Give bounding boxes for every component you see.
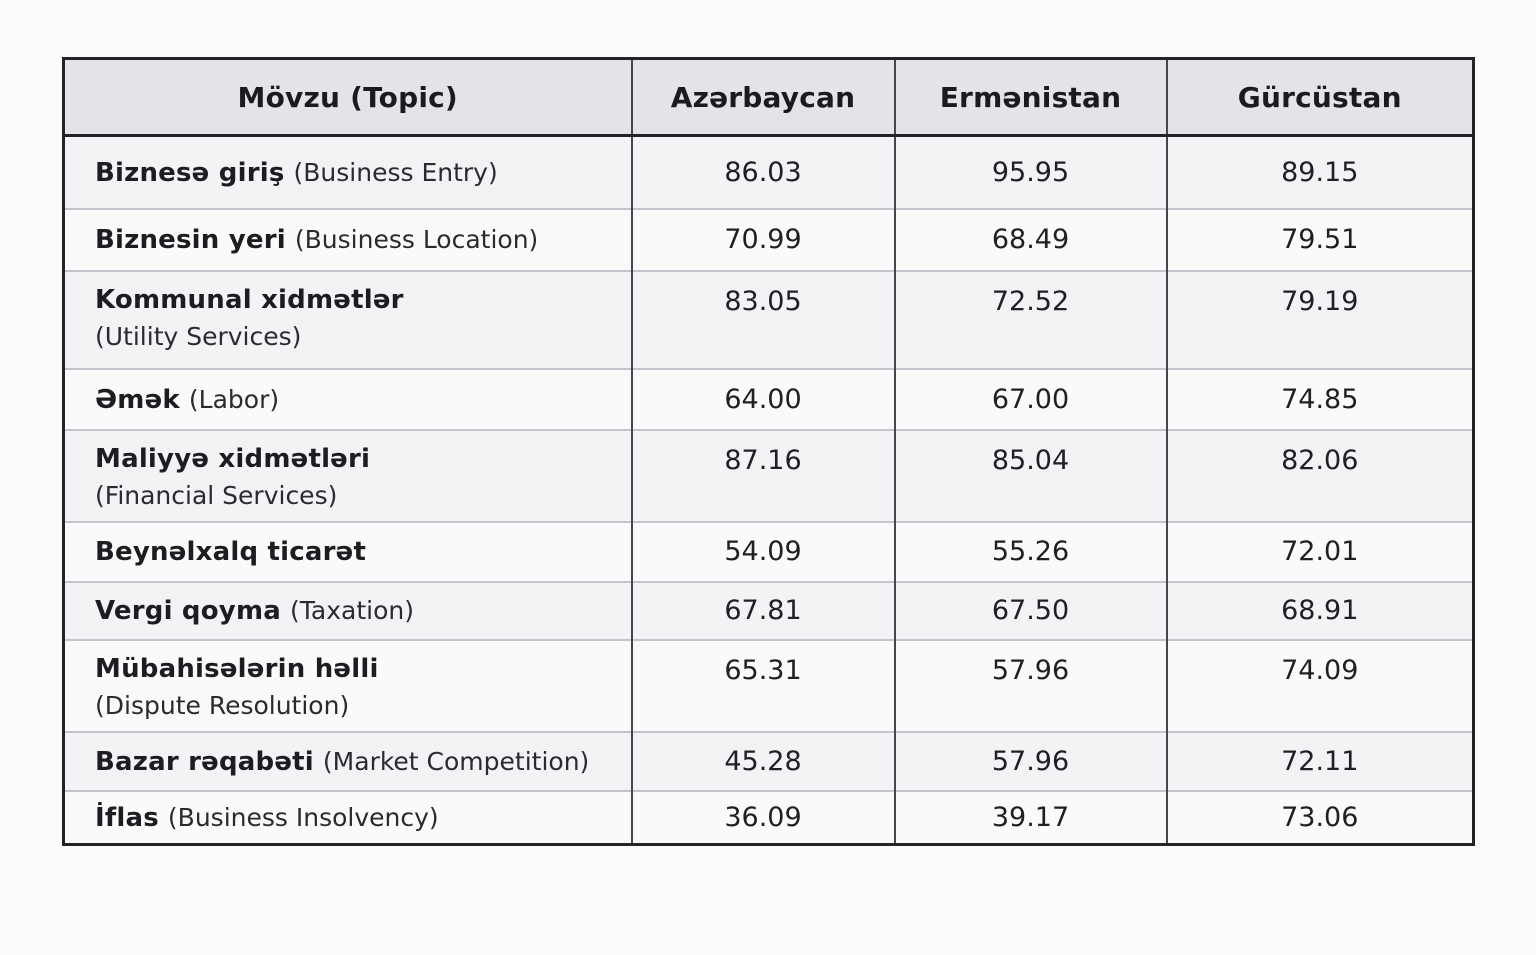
topic-translation: (Market Competition) — [322, 746, 590, 776]
value-azerbaycan: 64.00 — [630, 367, 895, 430]
value-ermenistan: 85.04 — [893, 428, 1167, 522]
table-row-market-competition: Bazar rəqabəti (Market Competition) 45.28… — [63, 730, 1474, 791]
table-row-dispute-resolution: Mübahisələrin həlli (Dispute Resolution) … — [63, 638, 1474, 732]
header-row: Mövzu (Topic) Azərbaycan Ermənistan Gürc… — [63, 58, 1474, 137]
topic-cell: Əmək (Labor) — [63, 367, 632, 430]
topic-cell: İflas (Business Insolvency) — [63, 789, 632, 845]
value-azerbaycan: 65.31 — [630, 638, 895, 732]
topic-cell: Biznesə giriş (Business Entry) — [63, 134, 632, 209]
topic-name: Kommunal xidmətlər — [95, 284, 404, 315]
topic-translation: (Financial Services) — [95, 480, 338, 510]
value-gurcustan: 79.19 — [1165, 269, 1474, 369]
topic-name: Biznesin yeri — [95, 225, 286, 255]
topic-name: Biznesə giriş — [95, 157, 285, 188]
value-gurcustan: 74.85 — [1165, 367, 1474, 430]
value-azerbaycan: 67.81 — [630, 580, 895, 640]
value-azerbaycan: 86.03 — [630, 134, 895, 209]
topic-name: Mübahisələrin həlli — [95, 653, 379, 684]
topic-cell: Bazar rəqabəti (Market Competition) — [63, 730, 632, 791]
table-row-business-insolvency: İflas (Business Insolvency) 36.09 39.17 7… — [63, 789, 1474, 845]
value-gurcustan: 82.06 — [1165, 428, 1474, 522]
topic-cell: Maliyyə xidmətləri (Financial Services) — [63, 428, 632, 522]
topic-name: Bazar rəqabəti — [95, 746, 314, 777]
value-gurcustan: 73.06 — [1165, 789, 1474, 845]
value-ermenistan: 57.96 — [893, 730, 1167, 791]
topic-translation: (Utility Services) — [95, 321, 302, 351]
topic-translation: (Business Insolvency) — [167, 802, 439, 832]
value-gurcustan: 79.51 — [1165, 207, 1474, 271]
topic-name: Maliyyə xidmətləri — [95, 443, 371, 474]
topic-translation: (Business Entry) — [293, 157, 498, 187]
table-row-utility-services: Kommunal xidmətlər (Utility Services) 83.… — [63, 269, 1474, 369]
value-ermenistan: 55.26 — [893, 520, 1167, 582]
col-header-ermenistan: Ermənistan — [893, 58, 1167, 137]
topic-name: Vergi qoyma — [95, 596, 281, 626]
value-gurcustan: 72.11 — [1165, 730, 1474, 791]
value-azerbaycan: 87.16 — [630, 428, 895, 522]
value-gurcustan: 72.01 — [1165, 520, 1474, 582]
value-gurcustan: 89.15 — [1165, 134, 1474, 209]
value-ermenistan: 95.95 — [893, 134, 1167, 209]
value-azerbaycan: 54.09 — [630, 520, 895, 582]
value-gurcustan: 68.91 — [1165, 580, 1474, 640]
topic-cell: Biznesin yeri (Business Location) — [63, 207, 632, 271]
topic-cell: Kommunal xidmətlər (Utility Services) — [63, 269, 632, 369]
topic-name: Beynəlxalq ticarət — [95, 537, 367, 567]
topic-name: İflas — [95, 802, 159, 833]
table-row-business-entry: Biznesə giriş (Business Entry) 86.03 95.9… — [63, 134, 1474, 209]
topic-translation: (Labor) — [188, 384, 280, 414]
value-ermenistan: 57.96 — [893, 638, 1167, 732]
topic-translation: (Business Location) — [294, 225, 539, 254]
topic-cell: Vergi qoyma (Taxation) — [63, 580, 632, 640]
value-azerbaycan: 83.05 — [630, 269, 895, 369]
topic-translation: (Taxation) — [290, 596, 414, 625]
table-row-labor: Əmək (Labor) 64.00 67.00 74.85 — [63, 367, 1474, 430]
col-header-topic: Mövzu (Topic) — [63, 58, 632, 137]
table-row-financial-services: Maliyyə xidmətləri (Financial Services) 8… — [63, 428, 1474, 522]
table-row-international-trade: Beynəlxalq ticarət 54.09 55.26 72.01 — [63, 520, 1474, 582]
value-ermenistan: 67.00 — [893, 367, 1167, 430]
value-azerbaycan: 36.09 — [630, 789, 895, 845]
topic-name: Əmək — [95, 384, 180, 415]
value-ermenistan: 39.17 — [893, 789, 1167, 845]
value-ermenistan: 72.52 — [893, 269, 1167, 369]
value-ermenistan: 68.49 — [893, 207, 1167, 271]
country-topic-comparison-table: Mövzu (Topic) Azərbaycan Ermənistan Gürc… — [62, 57, 1475, 846]
value-ermenistan: 67.50 — [893, 580, 1167, 640]
value-azerbaycan: 45.28 — [630, 730, 895, 791]
value-gurcustan: 74.09 — [1165, 638, 1474, 732]
table-row-taxation: Vergi qoyma (Taxation) 67.81 67.50 68.91 — [63, 580, 1474, 640]
topic-cell: Beynəlxalq ticarət — [63, 520, 632, 582]
col-header-azerbaycan: Azərbaycan — [630, 58, 895, 137]
value-azerbaycan: 70.99 — [630, 207, 895, 271]
table-row-business-location: Biznesin yeri (Business Location) 70.99 6… — [63, 207, 1474, 271]
col-header-gurcustan: Gürcüstan — [1165, 58, 1474, 137]
topic-translation: (Dispute Resolution) — [95, 690, 350, 720]
topic-cell: Mübahisələrin həlli (Dispute Resolution) — [63, 638, 632, 732]
